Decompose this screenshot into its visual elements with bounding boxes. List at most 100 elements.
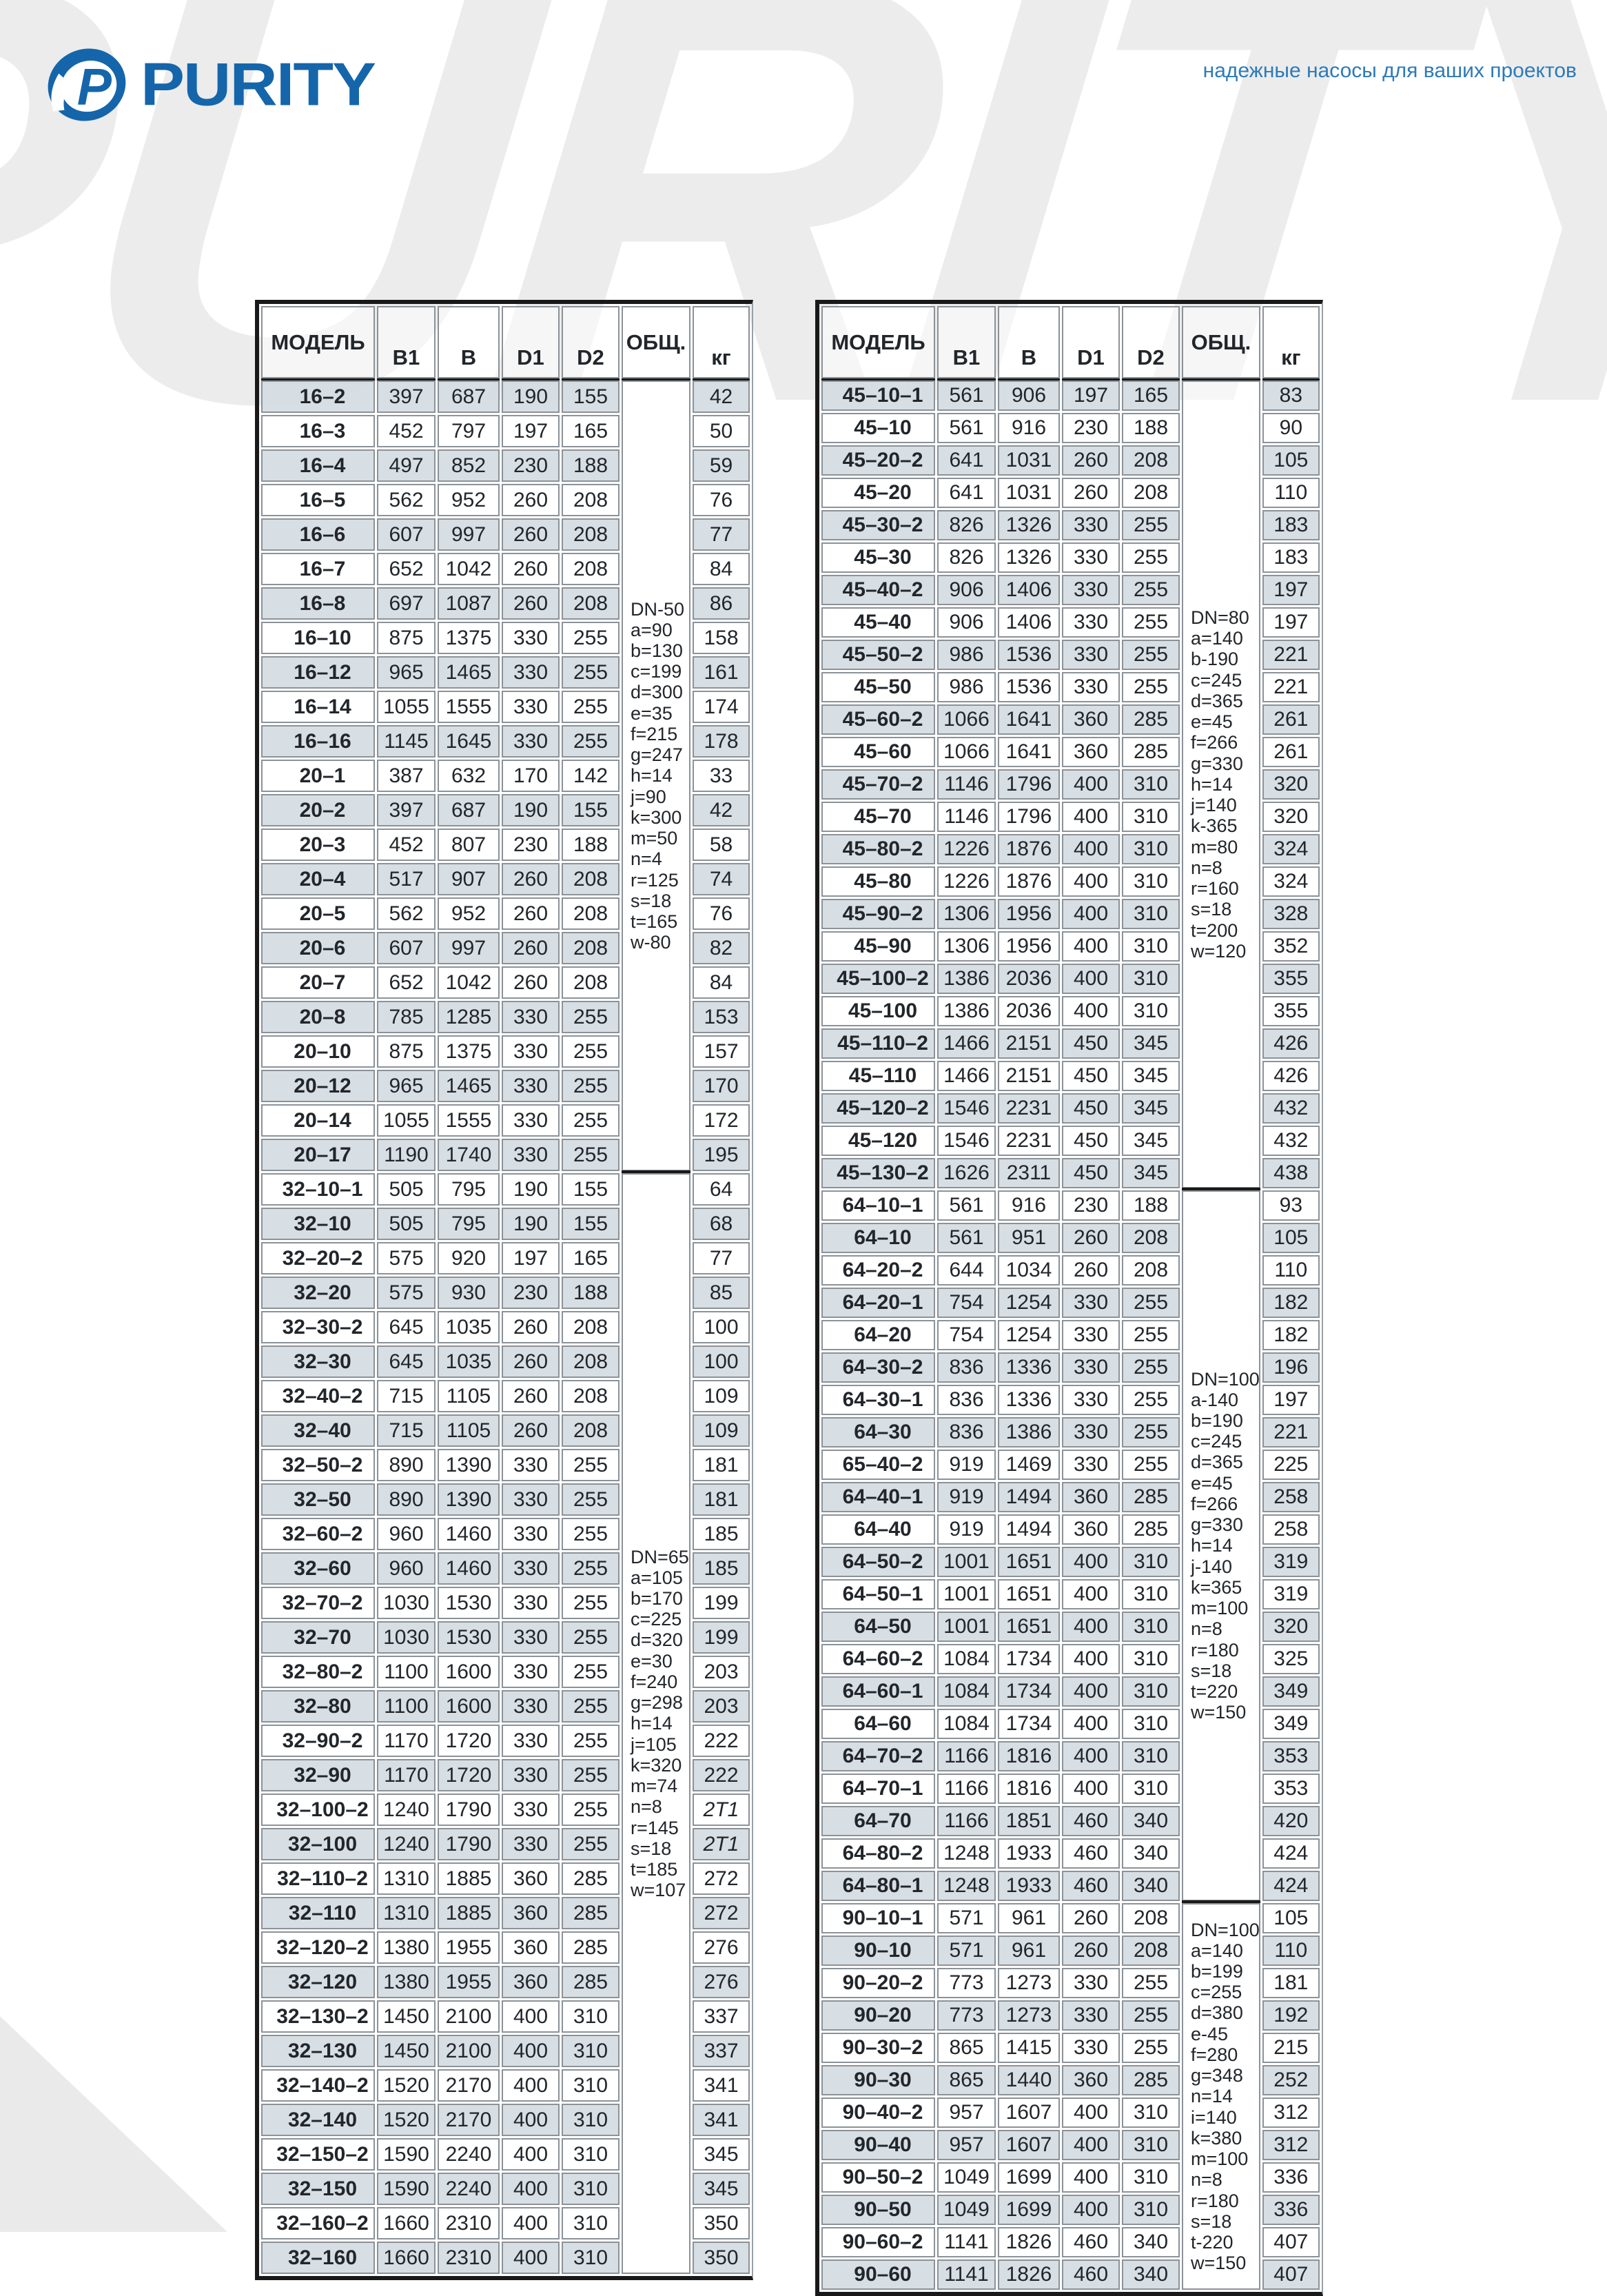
b-cell: 1469 <box>998 1450 1060 1480</box>
d2-cell: 310 <box>1122 2195 1180 2225</box>
kg-cell: 68 <box>693 1208 750 1240</box>
table-row: 16–4 497 852 230 188 59 <box>261 449 750 482</box>
kg-cell: 221 <box>1262 1417 1320 1447</box>
d1-cell: 400 <box>1062 964 1120 994</box>
d2-cell: 255 <box>1122 1968 1180 1998</box>
table-row: 64–20–2 644 1034 260 208 110 <box>821 1255 1320 1286</box>
d2-cell: 310 <box>562 2242 620 2274</box>
kg-cell: 345 <box>693 2173 750 2205</box>
b1-cell: 919 <box>937 1450 996 1480</box>
model-cell: 45–40 <box>821 607 935 638</box>
d1-cell: 330 <box>1062 1352 1120 1383</box>
model-cell: 90–50–2 <box>821 2162 935 2193</box>
dimension-note-line: g=330 <box>1191 1514 1243 1536</box>
d2-cell: 310 <box>1122 866 1180 897</box>
d2-cell: 208 <box>562 484 620 516</box>
model-cell: 20–4 <box>261 863 375 895</box>
b-cell: 2036 <box>998 964 1060 994</box>
table-row: 90–20 773 1273 330 255 192 <box>821 2000 1320 2031</box>
kg-cell: 74 <box>693 863 750 895</box>
b1-cell: 452 <box>377 829 436 861</box>
model-cell: 16–10 <box>261 622 375 654</box>
d2-cell: 255 <box>1122 2033 1180 2063</box>
b-cell: 1375 <box>438 1035 500 1068</box>
dimension-note-line: g=247 <box>631 744 683 766</box>
b-cell: 1600 <box>438 1656 500 1688</box>
model-cell: 16–12 <box>261 656 375 689</box>
table-row: 64–60–2 1084 1734 400 310 325 <box>821 1644 1320 1674</box>
kg-cell: 336 <box>1262 2162 1320 2193</box>
kg-cell: 105 <box>1262 1223 1320 1253</box>
b-cell: 1734 <box>998 1676 1060 1707</box>
dimension-notes: DN=100 a=140 b=199 c=255 d=380 e-45 f=280 g=348… <box>1183 1920 1260 2274</box>
table-row: 16–7 652 1042 260 208 84 <box>261 553 750 585</box>
b1-cell: 517 <box>377 863 436 895</box>
d2-cell: 310 <box>562 2104 620 2136</box>
d2-cell: 345 <box>1122 1126 1180 1156</box>
kg-cell: 272 <box>693 1897 750 1929</box>
b1-cell: 1660 <box>377 2242 436 2274</box>
model-cell: 45–110 <box>821 1061 935 1091</box>
b1-cell: 397 <box>377 380 436 413</box>
b1-cell: 575 <box>377 1242 436 1274</box>
d2-cell: 345 <box>1122 1028 1180 1059</box>
d2-cell: 255 <box>1122 1417 1180 1447</box>
d2-cell: 310 <box>1122 1774 1180 1804</box>
d1-cell: 330 <box>502 1621 560 1654</box>
model-cell: 64–60–2 <box>821 1644 935 1674</box>
d2-cell: 255 <box>562 1070 620 1102</box>
dimension-note-line: m=74 <box>631 1776 678 1797</box>
kg-cell: 110 <box>1262 1255 1320 1286</box>
table-row: 45–30 826 1326 330 255 183 <box>821 542 1320 573</box>
b1-cell: 1190 <box>377 1139 436 1171</box>
d2-cell: 310 <box>1122 1547 1180 1577</box>
model-cell: 45–30 <box>821 542 935 573</box>
table-row: 32–10–1 505 795 190 155 DN=65 a=105 b=170 c=225 d… <box>261 1173 750 2274</box>
b-cell: 1555 <box>438 691 500 723</box>
table-row: 45–20–2 641 1031 260 208 105 <box>821 445 1320 476</box>
table-row: 16–12 965 1465 330 255 161 <box>261 656 750 689</box>
table-row: 45–50–2 986 1536 330 255 221 <box>821 640 1320 670</box>
table-row: 16–2 397 687 190 155 DN-50 a=90 b=130 c=199 d=300… <box>261 380 750 1171</box>
b-cell: 916 <box>998 1190 1060 1221</box>
dimension-notes: DN=65 a=105 b=170 c=225 d=320 e=30 f=240 g=298 h… <box>622 1547 690 1901</box>
dimension-note-line: DN=80 <box>1191 607 1249 628</box>
dimension-note-line: g=330 <box>1191 753 1243 774</box>
table-row: 32–40 715 1105 260 208 109 <box>261 1414 750 1447</box>
table-row: 45–60–2 1066 1641 360 285 261 <box>821 704 1320 735</box>
dimension-note-line: d=320 <box>631 1629 683 1651</box>
b1-cell: 1084 <box>937 1709 996 1739</box>
b-cell: 1035 <box>438 1345 500 1378</box>
b1-cell: 754 <box>937 1288 996 1318</box>
b1-cell: 645 <box>377 1311 436 1343</box>
table-row: 64–70–2 1166 1816 400 310 353 <box>821 1741 1320 1771</box>
dimension-note-line: a=90 <box>631 619 673 640</box>
b1-cell: 641 <box>937 445 996 476</box>
dimension-note-line: e=45 <box>1191 1472 1233 1494</box>
d1-cell: 190 <box>502 380 560 413</box>
column-header-obsh: ОБЩ. <box>622 306 690 378</box>
kg-cell: 185 <box>693 1552 750 1585</box>
model-cell: 64–60–1 <box>821 1676 935 1707</box>
dimension-note-line: j=105 <box>631 1734 677 1755</box>
d2-cell: 310 <box>1122 1579 1180 1609</box>
b-cell: 1375 <box>438 622 500 654</box>
model-cell: 20–12 <box>261 1070 375 1102</box>
table-row: 45–100–2 1386 2036 400 310 355 <box>821 964 1320 994</box>
d1-cell: 260 <box>1062 1936 1120 1966</box>
b-cell: 1254 <box>998 1288 1060 1318</box>
b1-cell: 452 <box>377 415 436 447</box>
kg-cell: 336 <box>1262 2195 1320 2225</box>
model-cell: 90–30 <box>821 2065 935 2095</box>
dimension-note-line: r=180 <box>1191 1639 1239 1660</box>
b1-cell: 1380 <box>377 1931 436 1964</box>
kg-cell: 261 <box>1262 737 1320 767</box>
d1-cell: 400 <box>1062 866 1120 897</box>
b-cell: 1699 <box>998 2195 1060 2225</box>
model-cell: 32–20–2 <box>261 1242 375 1274</box>
dimension-note-line: n=4 <box>631 849 662 870</box>
d1-cell: 330 <box>502 1656 560 1688</box>
b1-cell: 960 <box>377 1552 436 1585</box>
d1-cell: 400 <box>1062 2195 1120 2225</box>
table-row: 45–100 1386 2036 400 310 355 <box>821 996 1320 1026</box>
